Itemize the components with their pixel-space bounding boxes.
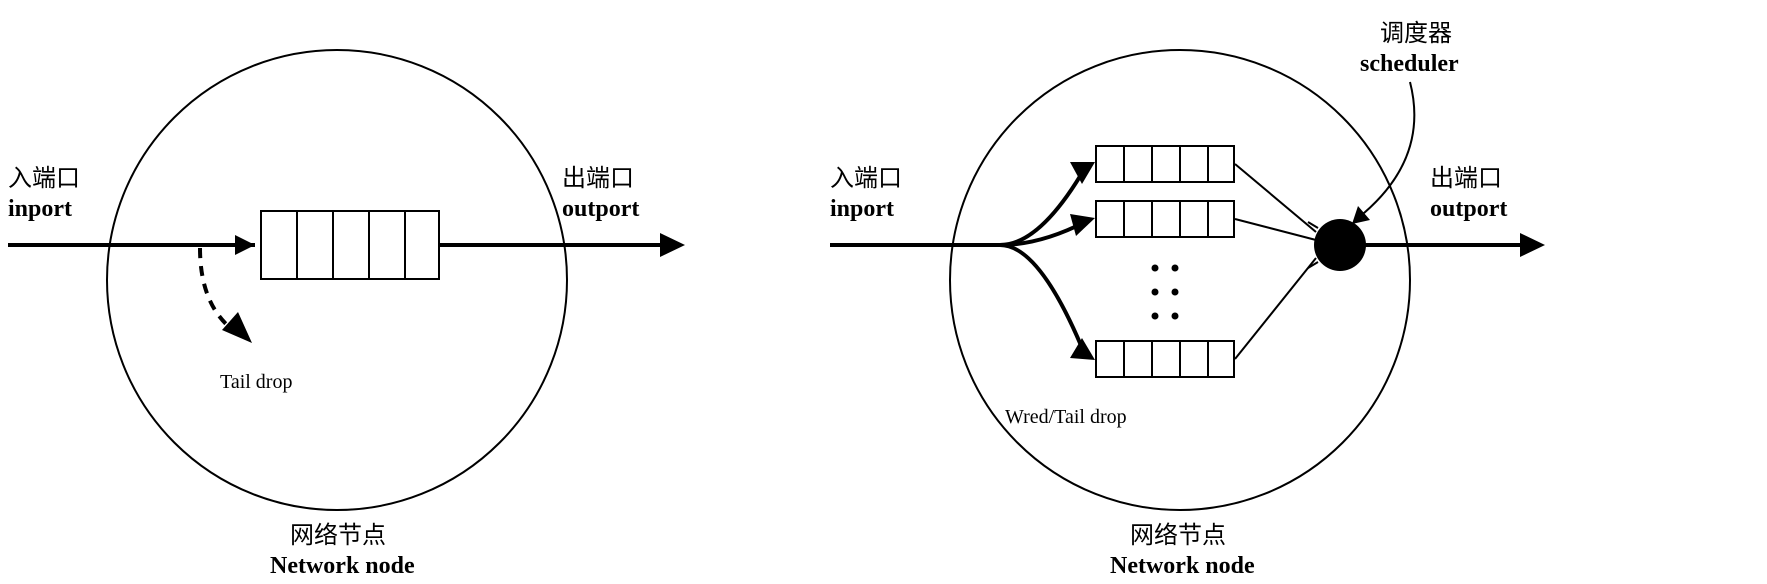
right-queue-3: [1095, 340, 1235, 378]
wred-label: Wred/Tail drop: [1005, 405, 1127, 429]
right-queue-2: [1095, 200, 1235, 238]
right-outport-en: outport: [1430, 195, 1507, 224]
right-queue-1: [1095, 145, 1235, 183]
scheduler-cn: 调度器: [1380, 20, 1452, 49]
diagram-container: 入端口 inport 出端口 outport Tail drop 网络节点 Ne…: [0, 0, 1767, 584]
scheduler-en: scheduler: [1360, 50, 1459, 79]
right-inport-en: inport: [830, 195, 894, 224]
right-outport-cn: 出端口: [1430, 165, 1502, 194]
right-node-en: Network node: [1110, 552, 1255, 581]
right-inport-cn: 入端口: [830, 165, 902, 194]
right-svg: [0, 0, 1767, 584]
right-node-cn: 网络节点: [1130, 522, 1226, 551]
